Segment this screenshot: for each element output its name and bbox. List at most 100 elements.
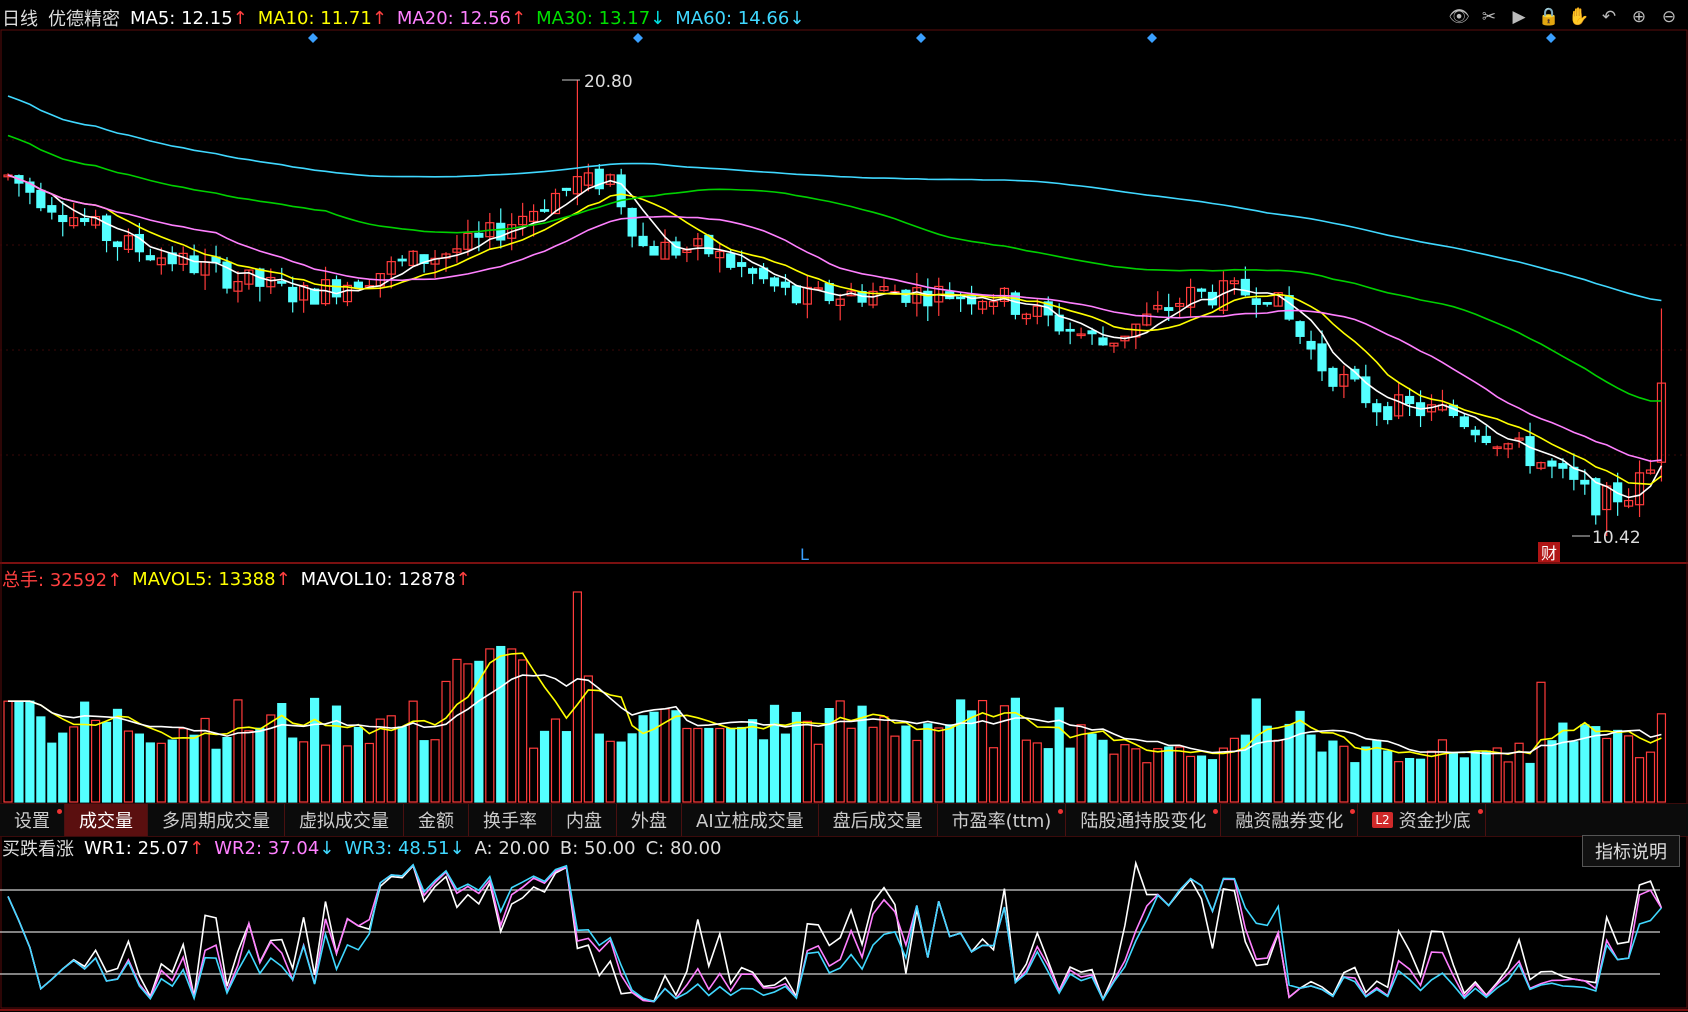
- volume-bar: [320, 744, 331, 803]
- volume-bar: [1131, 748, 1141, 803]
- wr3-label: WR3:: [344, 837, 393, 859]
- tab-dot: [1213, 809, 1219, 814]
- volume-bar: [879, 716, 889, 803]
- candle-body: [1536, 462, 1546, 469]
- zoom-out-icon[interactable]: ⊖: [1661, 7, 1677, 27]
- volume-bar: [1142, 762, 1152, 803]
- volume-bar: [1503, 761, 1513, 803]
- marker-cai[interactable]: 财: [1541, 544, 1557, 563]
- volume-bar: [101, 721, 112, 803]
- volume-bar: [977, 699, 988, 803]
- undo-icon[interactable]: ↶: [1601, 7, 1617, 27]
- candle-body: [123, 235, 134, 250]
- tab-9[interactable]: 盘后成交量: [819, 804, 938, 836]
- candle-body: [1153, 304, 1163, 310]
- volume-bar: [966, 710, 977, 803]
- candle-body: [1404, 395, 1415, 405]
- volume-bar: [244, 730, 254, 803]
- candle-body: [769, 277, 780, 287]
- volume-bar: [123, 730, 134, 803]
- candle-body: [386, 261, 396, 275]
- volume-bar: [90, 719, 101, 803]
- volume-bar: [1525, 762, 1535, 803]
- play-icon[interactable]: ▶: [1512, 7, 1526, 27]
- wr2-value: 37.04: [267, 837, 320, 859]
- volume-bar: [1164, 746, 1174, 803]
- tab-4[interactable]: 金额: [404, 804, 469, 836]
- candle-body: [1492, 446, 1502, 450]
- tab-11[interactable]: 陆股通持股变化: [1066, 804, 1222, 836]
- wr3-legend: WR3: 48.51↓: [344, 838, 464, 859]
- tab-0[interactable]: 设置: [0, 804, 65, 836]
- tab-10[interactable]: 市盈率(ttm): [938, 804, 1067, 836]
- lock-icon[interactable]: 🔒: [1538, 7, 1560, 27]
- zoom-in-icon[interactable]: ⊕: [1631, 7, 1647, 27]
- tab-label: 资金抄底: [1398, 811, 1471, 832]
- volume-bar: [189, 734, 199, 803]
- candle-body: [835, 298, 845, 306]
- candle-body: [507, 224, 517, 239]
- candle-body: [156, 257, 166, 266]
- candle-body: [649, 245, 659, 256]
- candle-body: [47, 205, 57, 213]
- volume-bar: [58, 732, 68, 803]
- tab-1[interactable]: 成交量: [65, 804, 148, 836]
- tab-5[interactable]: 换手率: [469, 804, 552, 836]
- volume-bar: [1021, 739, 1031, 803]
- ma10-legend: MA10: 11.71↑: [258, 8, 387, 29]
- tab-12[interactable]: 融资融券变化: [1221, 804, 1359, 836]
- indicator-tab-bar: 设置 成交量 多周期成交量 虚拟成交量 金额 换手率 内盘 外盘 AI立桩成交量 盘后成交量 市盈率…: [0, 803, 1688, 837]
- volume-bar: [14, 700, 24, 803]
- wr1-line: [7, 860, 1663, 1003]
- eye-icon[interactable]: 👁: [1448, 7, 1470, 27]
- tab-6[interactable]: 内盘: [552, 804, 617, 836]
- volume-bar: [1054, 707, 1064, 803]
- candle-body: [233, 280, 243, 292]
- volume-bar: [430, 739, 440, 803]
- candle-body: [1098, 337, 1108, 346]
- tab-3[interactable]: 虚拟成交量: [285, 804, 404, 836]
- tab-label: 设置: [14, 811, 50, 832]
- indicator-help-button[interactable]: 指标说明: [1582, 835, 1680, 867]
- volume-bar: [112, 708, 123, 803]
- volume-bar: [36, 716, 46, 803]
- scissors-icon[interactable]: ✂: [1481, 7, 1497, 27]
- event-marker: [1147, 33, 1157, 43]
- wr2-arrow: ↓: [319, 837, 335, 859]
- tab-8[interactable]: AI立桩成交量: [682, 804, 819, 836]
- volume-bar: [1481, 750, 1491, 803]
- candle-body: [616, 174, 626, 208]
- volume-bar: [539, 730, 550, 803]
- candle-body: [463, 232, 473, 250]
- candle-body: [693, 238, 703, 247]
- tab-label: 陆股通持股变化: [1080, 811, 1207, 832]
- tab-7[interactable]: 外盘: [617, 804, 682, 836]
- volume-bar: [682, 727, 692, 803]
- chart-toolbar: 👁 ✂ ▶ 🔒 ✋ ↶ ⊕ ⊖: [1448, 6, 1680, 28]
- total-volume-arrow: ↑: [107, 570, 123, 591]
- wr2-line: [7, 863, 1663, 1003]
- candle-body: [1262, 302, 1272, 305]
- volume-bar: [726, 727, 736, 803]
- hand-icon[interactable]: ✋: [1568, 7, 1590, 27]
- c-level-value: 80.00: [669, 837, 722, 859]
- volume-bar: [353, 726, 363, 803]
- tab-13[interactable]: L2 资金抄底: [1358, 804, 1486, 836]
- candle-body: [1383, 406, 1393, 421]
- candle-body: [550, 192, 561, 215]
- volume-bar: [364, 742, 374, 803]
- candle-body: [1394, 394, 1404, 417]
- wr3-line: [7, 863, 1663, 1003]
- volume-bar: [1623, 735, 1634, 803]
- ma20-arrow: ↑: [510, 7, 527, 29]
- volume-bar: [1032, 742, 1042, 803]
- volume-bar: [386, 715, 396, 803]
- period-label[interactable]: 日线: [2, 9, 38, 30]
- volume-bar: [1153, 748, 1163, 803]
- volume-bar: [583, 675, 593, 803]
- wr3-arrow: ↓: [449, 837, 465, 859]
- tab-label: 盘后成交量: [832, 811, 923, 832]
- wr1-label: WR1:: [84, 837, 132, 859]
- tab-2[interactable]: 多周期成交量: [148, 804, 285, 836]
